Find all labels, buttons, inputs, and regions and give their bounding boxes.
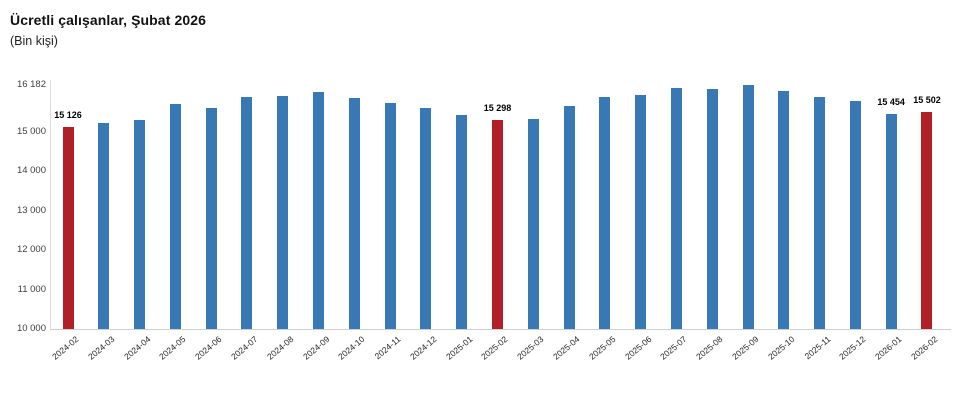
chart-title: Ücretli çalışanlar, Şubat 2026 [10, 12, 206, 28]
bar-2025-08[interactable] [706, 89, 718, 329]
y-axis-tick-label: 13 000 [16, 204, 46, 216]
bar-2025-01[interactable] [456, 115, 468, 329]
bar-2024-07[interactable] [241, 96, 253, 329]
bar-2024-09[interactable] [313, 92, 325, 329]
x-axis-line [50, 329, 951, 330]
bar-2024-04[interactable] [134, 120, 146, 329]
bar-2024-12[interactable] [420, 108, 432, 329]
chart-subtitle: (Bin kişi) [10, 34, 58, 48]
bar-2024-02[interactable] [62, 126, 74, 329]
bar-value-label: 15 298 [483, 102, 512, 113]
bar-2025-02[interactable] [491, 119, 503, 329]
y-axis-tick-label: 15 000 [16, 125, 46, 137]
y-axis-tick-label: 16 182 [16, 79, 46, 90]
bar-2025-04[interactable] [563, 105, 575, 329]
bar-2024-08[interactable] [277, 96, 289, 329]
y-axis-tick-label: 14 000 [16, 165, 46, 177]
bar-2024-11[interactable] [384, 103, 396, 329]
bar-2024-10[interactable] [348, 97, 360, 329]
y-axis-line [50, 80, 51, 330]
bar-2025-06[interactable] [635, 95, 647, 329]
bar-2025-07[interactable] [670, 88, 682, 329]
y-axis-tick-label: 11 000 [17, 283, 46, 295]
bar-2026-02[interactable] [921, 111, 933, 329]
y-axis-tick-label: 12 000 [16, 244, 46, 256]
bar-2024-05[interactable] [169, 104, 181, 329]
bar-2025-10[interactable] [778, 90, 790, 329]
bar-value-label: 15 126 [54, 109, 82, 120]
bar-value-label: 15 502 [913, 94, 941, 105]
y-axis-tick-label: 10 000 [16, 323, 46, 334]
bar-2025-03[interactable] [527, 119, 539, 329]
bar-2025-12[interactable] [849, 101, 861, 329]
bar-value-label: 15 454 [877, 96, 905, 107]
bar-2025-05[interactable] [599, 96, 611, 329]
bar-2025-11[interactable] [814, 96, 826, 329]
bar-2024-06[interactable] [205, 108, 217, 329]
bar-2026-01[interactable] [885, 113, 897, 329]
bar-2025-09[interactable] [742, 85, 754, 329]
bar-2024-03[interactable] [98, 122, 110, 329]
